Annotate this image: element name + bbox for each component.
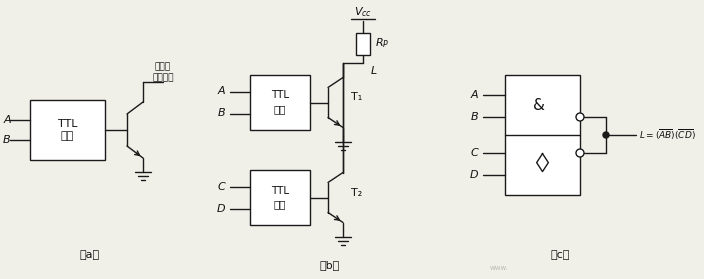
- Text: TTL: TTL: [271, 90, 289, 100]
- Text: TTL: TTL: [271, 186, 289, 196]
- Text: 开路输出: 开路输出: [152, 73, 174, 83]
- Text: 电路: 电路: [274, 105, 287, 114]
- Text: C: C: [470, 148, 478, 158]
- Text: B: B: [218, 109, 225, 119]
- Text: $R_P$: $R_P$: [375, 37, 389, 50]
- Bar: [250, 75, 310, 130]
- Text: 集电级: 集电级: [155, 62, 171, 71]
- Text: T₁: T₁: [351, 93, 363, 102]
- Text: （c）: （c）: [551, 250, 570, 260]
- Text: www.: www.: [490, 265, 509, 271]
- Text: L: L: [371, 66, 377, 76]
- Circle shape: [576, 113, 584, 121]
- Text: 电路: 电路: [61, 131, 74, 141]
- Text: $V_{cc}$: $V_{cc}$: [354, 6, 372, 20]
- Text: C: C: [218, 182, 225, 191]
- Text: A: A: [218, 86, 225, 97]
- Text: A: A: [470, 90, 478, 100]
- Bar: [505, 75, 580, 195]
- Text: D: D: [470, 170, 478, 180]
- Bar: [30, 100, 105, 160]
- Text: （b）: （b）: [320, 260, 340, 270]
- Bar: [250, 170, 310, 225]
- Text: 电路: 电路: [274, 199, 287, 210]
- Text: B: B: [470, 112, 478, 122]
- Circle shape: [576, 149, 584, 157]
- Circle shape: [603, 132, 609, 138]
- Text: A: A: [4, 115, 11, 125]
- Text: T₂: T₂: [351, 187, 363, 198]
- Bar: [356, 32, 370, 54]
- Text: D: D: [216, 203, 225, 213]
- Text: &: &: [533, 97, 545, 112]
- Text: B: B: [4, 135, 11, 145]
- Text: TTL: TTL: [58, 119, 77, 129]
- Text: $L{=}(\overline{AB})(\overline{CD})$: $L{=}(\overline{AB})(\overline{CD})$: [639, 128, 696, 142]
- Text: （a）: （a）: [80, 250, 100, 260]
